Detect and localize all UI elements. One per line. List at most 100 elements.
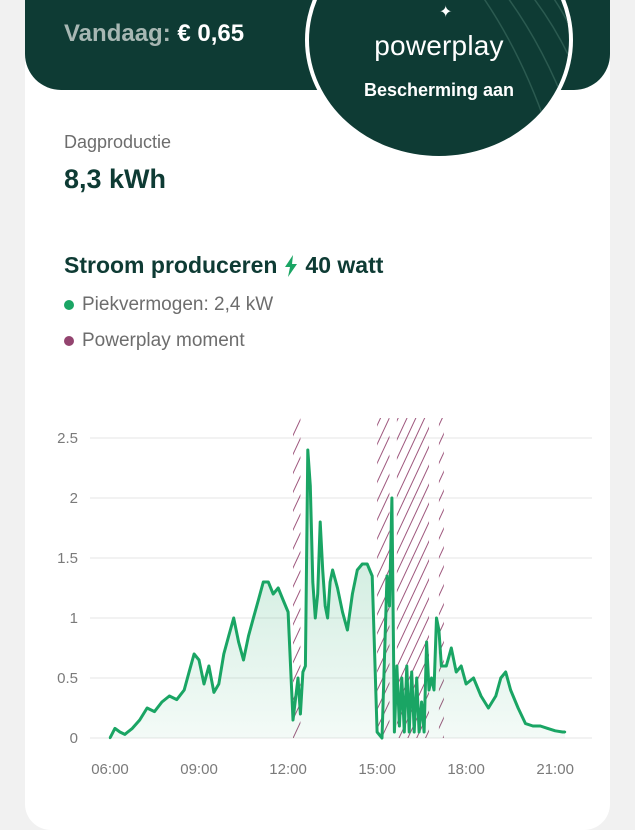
series-point [459,664,463,668]
series-point [375,730,379,734]
series-point [131,727,134,730]
series-point [455,670,458,674]
series-point [417,730,421,734]
series-point [291,718,295,722]
series-point [232,616,235,620]
series-point [516,706,520,710]
series-point [319,520,322,524]
series-point [160,700,164,704]
y-tick-label: 1 [70,610,78,627]
powerplay-moment-band [438,418,444,738]
current-value: 40 watt [305,252,384,278]
series-point [175,698,178,701]
series-point [118,730,122,734]
x-tick-label: 15:00 [358,761,396,778]
series-point [299,712,302,716]
series-point [247,634,250,638]
x-tick-label: 09:00 [180,761,218,778]
protection-status: Bescherming aan [363,80,515,100]
series-point [420,700,423,704]
series-point [504,670,507,674]
series-point [464,682,468,686]
series-point [546,727,549,730]
y-tick-label: 0.5 [57,670,78,687]
series-point [390,496,394,500]
series-point [138,718,141,722]
series-point [326,616,329,620]
series-point [267,580,270,584]
series-point [472,676,475,680]
series-point [356,568,359,572]
series-point [272,592,275,596]
series-point [509,688,512,692]
series-point [524,722,527,725]
series-point [400,676,404,680]
series-point [304,664,307,668]
series-point [437,628,441,632]
series-point [479,694,483,698]
series-point [425,640,428,644]
series-point [393,730,396,734]
series-point [531,724,535,728]
series-point [430,676,433,680]
y-tick-label: 2.5 [57,430,78,447]
series-point [408,730,411,734]
series-point [168,694,171,698]
series-point [296,676,300,680]
powerplay-badge[interactable]: ✦ powerplay Bescherming aan [305,0,573,160]
series-point [202,682,206,686]
lightning-bolt-icon [285,254,298,277]
series-point [445,664,448,668]
badge-pattern [309,0,569,156]
series-point [182,688,186,692]
legend-peak-label: Piekvermogen: 2,4 kW [82,294,274,315]
series-point [563,730,567,734]
series-point [222,652,225,656]
series-point [415,676,418,680]
legend-peak: Piekvermogen: 2,4 kW [64,294,273,316]
production-label: Dagproductie [64,132,172,152]
series-point [398,724,401,728]
series-point [370,574,374,578]
series-point [410,670,413,674]
series-point [309,484,312,488]
legend-moment-label: Powerplay moment [82,330,245,351]
x-tick-label: 18:00 [447,761,485,778]
series-point [306,448,310,452]
series-point [145,706,149,710]
series-point [450,646,453,650]
today-value: € 0,65 [177,20,245,47]
series-point [314,616,317,620]
production-chart[interactable]: 0 0.5 1 1.5 2 2.5 06:00 09:00 12:00 15:00 18:00 21:… [0,400,635,790]
series-point [403,730,406,734]
series-point [197,658,201,662]
series-point [494,694,498,698]
series-point [380,736,384,740]
series-point [432,688,436,692]
series-point [153,710,156,713]
series-point [405,664,408,668]
series-point [286,610,290,614]
series-point [217,682,221,686]
current-title: Stroom produceren [64,252,278,278]
series-point [539,724,542,728]
series-point [361,562,364,566]
y-tick-label: 0 [70,730,78,747]
series-point [242,658,245,662]
series-point [257,598,260,602]
series-point [422,730,426,734]
series-point [435,616,438,620]
series-point [328,580,332,584]
series-point [212,691,216,694]
series-point [321,568,324,572]
today-earnings: Vandaag: € 0,65 [64,20,244,48]
series-point [341,610,344,614]
powerplay-moment-band [293,418,301,738]
x-tick-label: 21:00 [536,761,574,778]
current-production-title: Stroom produceren 40 watt [64,252,383,279]
series-point [207,664,211,668]
sparkle-icon: ✦ [439,4,453,21]
series-point [487,706,490,710]
series-point [346,628,349,632]
series-point [123,733,127,736]
